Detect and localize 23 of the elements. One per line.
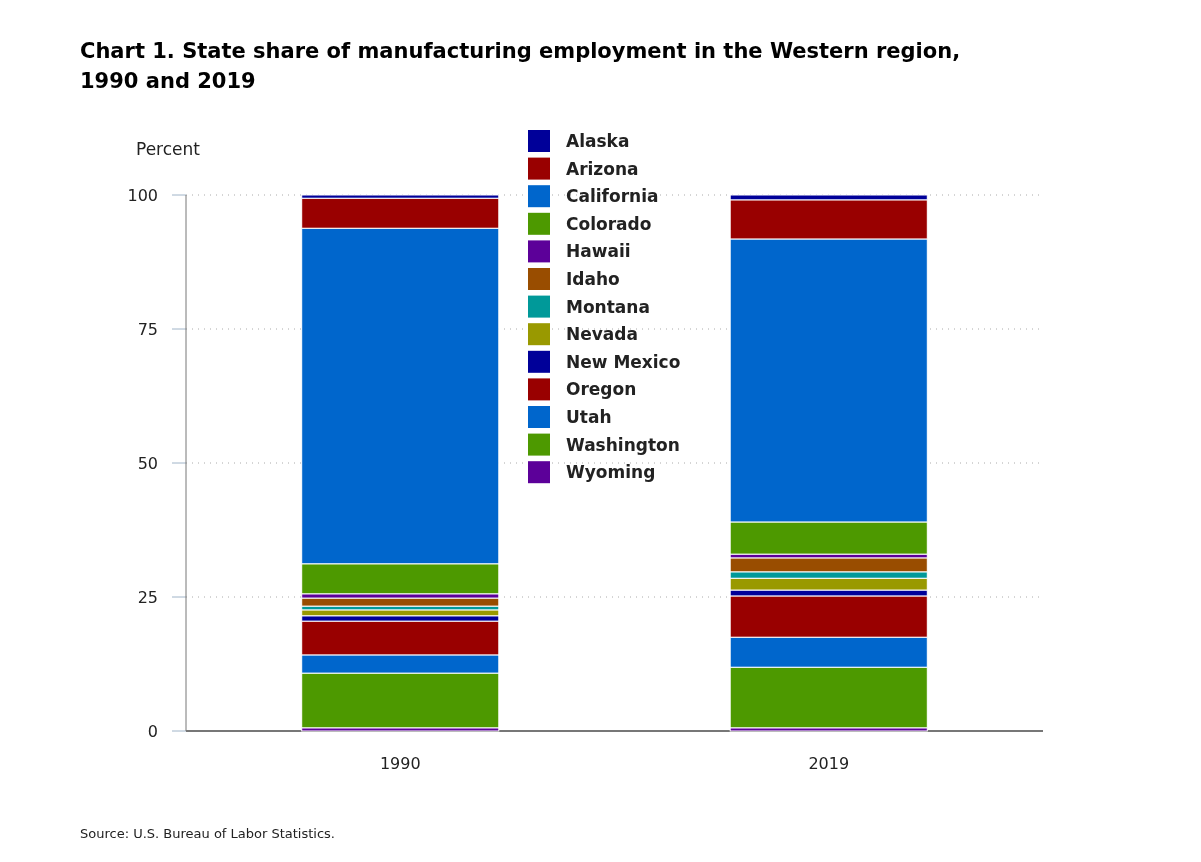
- y-axis-title: Percent: [136, 139, 201, 159]
- legend-label: Oregon: [566, 379, 637, 400]
- legend-label: California: [566, 186, 659, 207]
- y-tick-label: 25: [137, 587, 158, 607]
- y-tick-label: 100: [127, 185, 158, 205]
- legend-label: Utah: [566, 406, 612, 427]
- source-note: Source: U.S. Bureau of Labor Statistics.: [80, 826, 335, 841]
- chart-title: Chart 1. State share of manufacturing employment in the Western region, 1990 and 2019: [80, 39, 961, 93]
- legend-label: Montana: [566, 296, 650, 317]
- x-tick-label: 1990: [379, 754, 421, 773]
- legend-label: Hawaii: [566, 241, 631, 262]
- legend-label: Idaho: [566, 268, 620, 289]
- legend-label: New Mexico: [566, 351, 681, 372]
- y-tick-label: 0: [147, 721, 158, 741]
- y-tick-label: 75: [137, 319, 158, 339]
- legend-label: Colorado: [566, 213, 652, 234]
- legend-label: Arizona: [566, 158, 639, 179]
- y-tick-label: 50: [137, 453, 158, 473]
- x-tick-label: 2019: [808, 754, 850, 773]
- legend-label: Nevada: [566, 324, 638, 345]
- legend-label: Washington: [566, 434, 680, 455]
- legend-label: Alaska: [566, 130, 630, 151]
- legend-label: Wyoming: [566, 462, 656, 483]
